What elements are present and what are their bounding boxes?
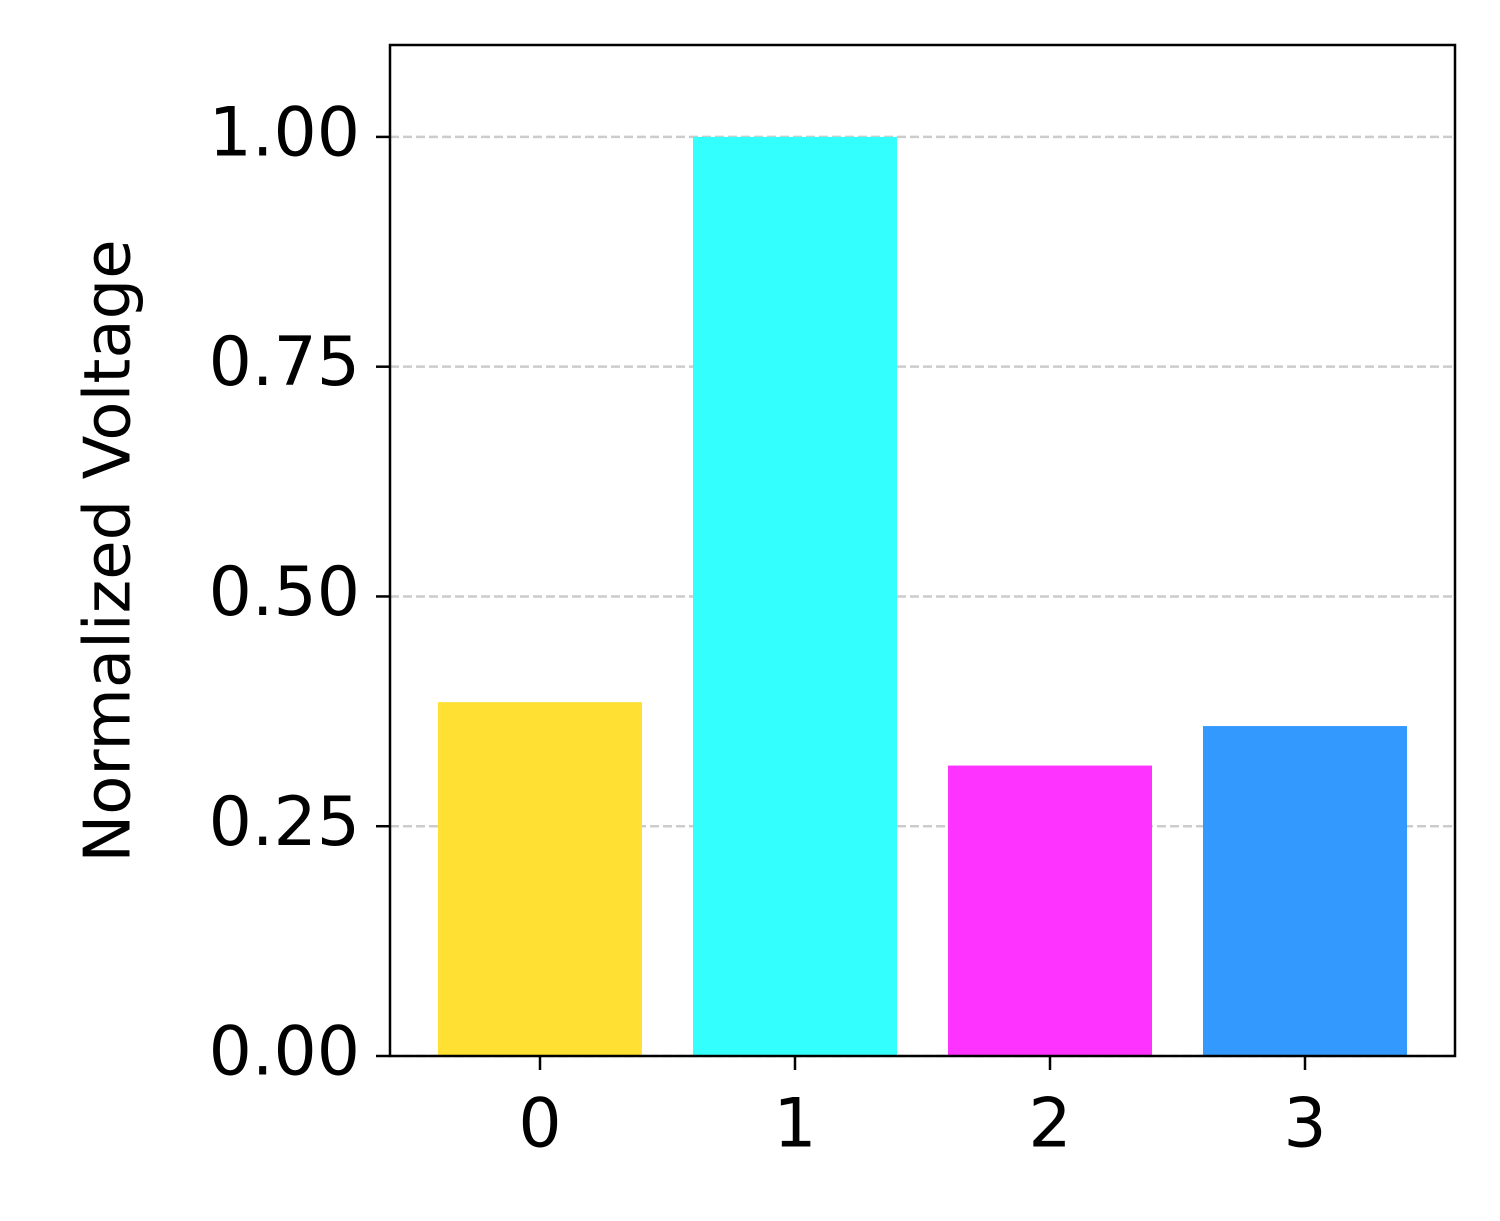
bar bbox=[948, 765, 1152, 1056]
bar bbox=[438, 702, 642, 1056]
x-tick-label: 0 bbox=[518, 1085, 561, 1164]
y-tick-label: 0.00 bbox=[209, 1013, 360, 1092]
plot-frame bbox=[388, 43, 1457, 1058]
bar bbox=[1203, 726, 1407, 1056]
y-tick-label: 0.25 bbox=[209, 783, 360, 862]
bar bbox=[693, 136, 897, 1057]
x-tick-label: 1 bbox=[773, 1085, 816, 1164]
y-axis-label: Normalized Voltage bbox=[72, 239, 146, 862]
x-tick-label: 3 bbox=[1283, 1085, 1326, 1164]
y-tick-label: 0.50 bbox=[209, 553, 360, 632]
x-tick-label: 2 bbox=[1028, 1085, 1071, 1164]
y-tick-label: 0.75 bbox=[209, 323, 360, 402]
y-tick-label: 1.00 bbox=[209, 93, 360, 172]
